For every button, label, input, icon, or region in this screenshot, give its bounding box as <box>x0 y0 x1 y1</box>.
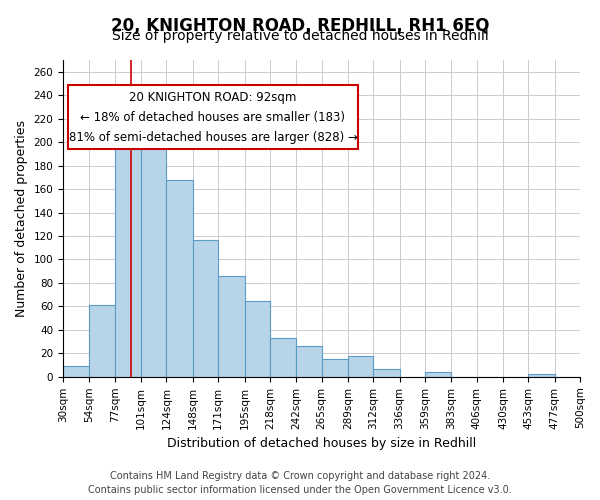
Bar <box>193 240 218 377</box>
Text: Size of property relative to detached houses in Redhill: Size of property relative to detached ho… <box>112 29 488 43</box>
Bar <box>296 346 322 377</box>
Text: 20 KNIGHTON ROAD: 92sqm
← 18% of detached houses are smaller (183)
81% of semi-d: 20 KNIGHTON ROAD: 92sqm ← 18% of detache… <box>68 90 358 144</box>
Bar <box>166 180 193 377</box>
Bar <box>115 136 141 377</box>
Y-axis label: Number of detached properties: Number of detached properties <box>15 120 28 317</box>
Bar <box>141 133 166 377</box>
Bar <box>373 368 400 377</box>
Text: 20, KNIGHTON ROAD, REDHILL, RH1 6EQ: 20, KNIGHTON ROAD, REDHILL, RH1 6EQ <box>111 18 489 36</box>
Text: Contains HM Land Registry data © Crown copyright and database right 2024.
Contai: Contains HM Land Registry data © Crown c… <box>88 471 512 495</box>
Bar <box>245 300 270 377</box>
Bar <box>425 372 451 377</box>
X-axis label: Distribution of detached houses by size in Redhill: Distribution of detached houses by size … <box>167 437 476 450</box>
Bar <box>89 305 115 377</box>
Bar <box>529 374 555 377</box>
Bar <box>218 276 245 377</box>
Bar <box>348 356 373 377</box>
Bar <box>270 338 296 377</box>
Bar <box>63 366 89 377</box>
Bar <box>322 359 348 377</box>
